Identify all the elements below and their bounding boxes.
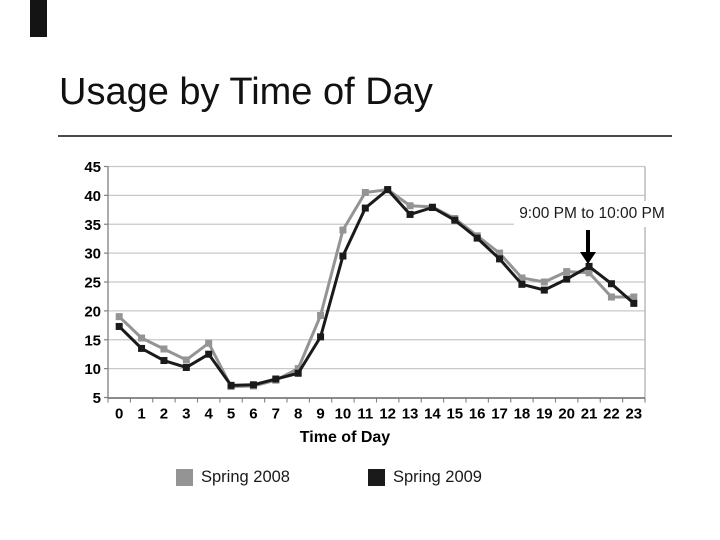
data-point-spring-2008 [138, 334, 146, 342]
x-tick-label: 9 [316, 406, 324, 423]
x-tick-label: 17 [491, 406, 508, 423]
data-point-spring-2009 [249, 381, 257, 389]
data-point-spring-2008 [540, 278, 548, 286]
slide-title: Usage by Time of Day [59, 71, 433, 113]
y-tick-label: 35 [84, 217, 101, 234]
data-point-spring-2008 [496, 249, 504, 257]
legend-label-spring-2009: Spring 2009 [393, 468, 482, 486]
x-tick-label: 7 [272, 406, 280, 423]
data-point-spring-2009 [160, 357, 168, 365]
data-point-spring-2009 [496, 255, 504, 263]
x-tick-label: 22 [603, 406, 620, 423]
x-tick-label: 18 [514, 406, 531, 423]
x-tick-label: 23 [625, 406, 642, 423]
data-point-spring-2009 [317, 333, 325, 341]
y-tick-label: 45 [84, 159, 101, 176]
data-point-spring-2008 [406, 202, 414, 210]
x-tick-label: 8 [294, 406, 302, 423]
x-tick-label: 0 [115, 406, 123, 423]
data-point-spring-2008 [317, 311, 325, 319]
legend-label-spring-2008: Spring 2008 [201, 468, 290, 486]
title-divider [58, 135, 672, 137]
data-point-spring-2008 [339, 226, 347, 234]
data-point-spring-2008 [518, 274, 526, 282]
annotation-arrow [586, 230, 590, 253]
data-point-spring-2009 [585, 262, 593, 270]
series-line-spring-2009 [117, 188, 636, 387]
data-point-spring-2009 [205, 350, 213, 358]
data-point-spring-2008 [115, 313, 123, 321]
data-point-spring-2009 [227, 381, 235, 389]
x-tick-label: 10 [335, 406, 352, 423]
legend-item-spring-2009: Spring 2009 [368, 468, 482, 487]
y-tick-label: 20 [84, 303, 101, 320]
x-tick-label: 5 [227, 406, 235, 423]
data-point-spring-2009 [406, 210, 414, 218]
x-tick-label: 16 [469, 406, 486, 423]
data-point-spring-2009 [451, 216, 459, 224]
y-tick-label: 10 [84, 361, 101, 378]
data-point-spring-2009 [607, 280, 615, 288]
x-tick-label: 19 [536, 406, 553, 423]
data-point-spring-2009 [339, 252, 347, 260]
data-point-spring-2009 [361, 204, 369, 212]
data-point-spring-2009 [138, 344, 146, 352]
data-point-spring-2009 [563, 275, 571, 283]
data-point-spring-2008 [361, 188, 369, 196]
data-point-spring-2008 [205, 339, 213, 347]
x-tick-label: 13 [402, 406, 419, 423]
data-point-spring-2009 [473, 234, 481, 242]
data-point-spring-2008 [563, 268, 571, 276]
slide-corner-tab [30, 0, 47, 37]
x-tick-label: 11 [357, 406, 373, 423]
data-point-spring-2009 [518, 280, 526, 288]
data-point-spring-2008 [630, 293, 638, 301]
annotation-arrow-head-icon [580, 252, 596, 264]
x-tick-label: 15 [446, 406, 463, 423]
y-tick-label: 25 [84, 275, 101, 292]
data-point-spring-2009 [630, 299, 638, 307]
data-point-spring-2008 [160, 345, 168, 353]
x-tick-label: 4 [205, 406, 214, 423]
y-tick-label: 5 [93, 390, 101, 407]
x-tick-label: 1 [137, 406, 145, 423]
legend-swatch-spring-2008 [176, 469, 193, 486]
x-tick-label: 2 [160, 406, 168, 423]
y-tick-label: 30 [84, 246, 101, 263]
x-tick-label: 20 [558, 406, 575, 423]
data-point-spring-2009 [272, 375, 280, 383]
x-tick-label: 21 [581, 406, 598, 423]
data-point-spring-2009 [115, 322, 123, 330]
legend-item-spring-2008: Spring 2008 [176, 468, 290, 487]
y-tick-label: 15 [84, 332, 101, 349]
x-tick-label: 12 [379, 406, 396, 423]
x-tick-label: 14 [424, 406, 441, 423]
y-tick-label: 40 [84, 188, 101, 205]
x-axis-title: Time of Day [299, 429, 391, 446]
legend-swatch-spring-2009 [368, 469, 385, 486]
data-point-spring-2008 [607, 293, 615, 301]
data-point-spring-2009 [294, 369, 302, 377]
x-tick-label: 3 [182, 406, 190, 423]
data-point-spring-2009 [540, 286, 548, 294]
data-point-spring-2008 [294, 365, 302, 373]
data-point-spring-2009 [428, 204, 436, 212]
data-point-spring-2008 [585, 269, 593, 277]
series-line-spring-2008 [117, 188, 636, 389]
data-point-spring-2008 [182, 356, 190, 364]
x-tick-label: 6 [249, 406, 257, 423]
data-point-spring-2009 [384, 186, 392, 194]
data-point-spring-2009 [182, 363, 190, 371]
annotation-label: 9:00 PM to 10:00 PM [514, 201, 670, 227]
